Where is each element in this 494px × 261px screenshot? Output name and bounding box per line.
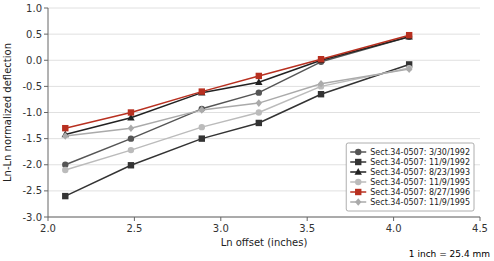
legend-label: Sect.34-0507: 11/9/1995 [370, 178, 470, 187]
series [62, 65, 412, 139]
y-tick [44, 217, 48, 218]
point [256, 89, 262, 95]
legend-marker [355, 179, 361, 185]
legend-label: Sect.34-0507: 11/9/1995 [370, 198, 470, 207]
y-tick-label: -2.5 [22, 185, 42, 196]
x-tick-label: 3.5 [299, 223, 315, 234]
point [62, 132, 68, 140]
y-tick [44, 86, 48, 87]
x-tick-label: 2.5 [126, 223, 142, 234]
y-tick [44, 8, 48, 9]
point [62, 193, 68, 199]
point [199, 106, 205, 114]
series [62, 32, 412, 131]
legend: Sect.34-0507: 3/30/1992Sect.34-0507: 11/… [346, 143, 474, 211]
y-tick-label: -1.5 [22, 133, 42, 144]
x-tick-label: 3.0 [213, 223, 229, 234]
y-tick [44, 34, 48, 35]
x-tick [220, 217, 221, 221]
point [128, 109, 134, 115]
grid-line [48, 112, 480, 113]
y-tick-label: -2.0 [22, 159, 42, 170]
legend-marker [355, 198, 361, 206]
point [255, 78, 262, 85]
point [199, 124, 205, 130]
point [256, 109, 262, 115]
point [317, 56, 324, 63]
legend-item: Sect.34-0507: 11/9/1995 [350, 198, 470, 207]
point [199, 88, 205, 94]
x-tick [307, 217, 308, 221]
annotation: 1 inch = 25.4 mm [409, 249, 490, 259]
y-tick [44, 112, 48, 113]
legend-label: Sect.34-0507: 3/30/1992 [370, 148, 470, 157]
point [318, 56, 324, 62]
plot-area [62, 32, 413, 199]
point [256, 99, 262, 107]
legend-item: Sect.34-0507: 8/23/1993 [350, 168, 470, 177]
y-tick [44, 138, 48, 139]
x-axis-label: Ln offset (inches) [221, 237, 308, 248]
grid-line [48, 217, 480, 218]
legend-label: Sect.34-0507: 11/9/1992 [370, 158, 470, 167]
point [256, 73, 262, 79]
point [128, 147, 134, 153]
legend-box [346, 143, 474, 211]
x-tick-label: 4.0 [386, 223, 402, 234]
legend-label: Sect.34-0507: 8/23/1993 [370, 168, 470, 177]
line [65, 69, 409, 136]
grid-line [48, 86, 480, 87]
legend-item: Sect.34-0507: 3/30/1992 [350, 148, 470, 157]
point [406, 65, 412, 73]
line [65, 68, 409, 170]
y-tick-label: -1.0 [22, 107, 42, 118]
grid-line [48, 34, 480, 35]
legend-marker [355, 159, 361, 165]
legend-label: Sect.34-0507: 8/27/1996 [370, 188, 470, 197]
x-tick [393, 217, 394, 221]
axes: -3.0 -2.5 -2.0 -1.5 -1.0 -0.5 0.0 0.5 1.0 2.0 2.5 3… [22, 3, 487, 235]
y-tick-label: 0.0 [26, 55, 42, 66]
point [62, 167, 68, 173]
series [62, 33, 413, 138]
y-tick-label: -3.0 [22, 212, 42, 223]
point [128, 135, 134, 141]
point [62, 125, 68, 131]
y-axis-label: Ln-Ln normalized deflection [2, 43, 13, 182]
line [65, 35, 409, 128]
x-tick [480, 217, 481, 221]
x-tick-label: 2.0 [40, 223, 56, 234]
point [199, 135, 205, 141]
grid-line [48, 138, 480, 139]
point [318, 80, 324, 88]
x-tick-label: 4.5 [472, 223, 488, 234]
point [198, 89, 205, 96]
chart: -3.0 -2.5 -2.0 -1.5 -1.0 -0.5 0.0 0.5 1.0 2.0 2.5 3… [0, 0, 494, 261]
point [406, 32, 412, 38]
legend-marker [355, 149, 361, 155]
point [405, 33, 412, 40]
x-tick [134, 217, 135, 221]
point [128, 124, 134, 132]
y-axis-line [48, 8, 49, 217]
x-axis-line [48, 217, 480, 218]
y-tick [44, 190, 48, 191]
y-tick-label: -0.5 [22, 81, 42, 92]
point [318, 91, 324, 97]
legend-item: Sect.34-0507: 11/9/1995 [350, 178, 470, 187]
x-tick [48, 217, 49, 221]
point [128, 162, 134, 168]
legend-marker [355, 189, 361, 195]
y-tick-label: 1.0 [26, 3, 42, 14]
y-tick-label: 0.5 [26, 29, 42, 40]
legend-item: Sect.34-0507: 11/9/1992 [350, 158, 470, 167]
grid-line [48, 60, 480, 61]
legend-item: Sect.34-0507: 8/27/1996 [350, 188, 470, 197]
legend-marker [355, 168, 362, 175]
grid-line [48, 8, 480, 9]
y-tick [44, 164, 48, 165]
y-tick [44, 60, 48, 61]
line [65, 37, 409, 135]
point [256, 120, 262, 126]
